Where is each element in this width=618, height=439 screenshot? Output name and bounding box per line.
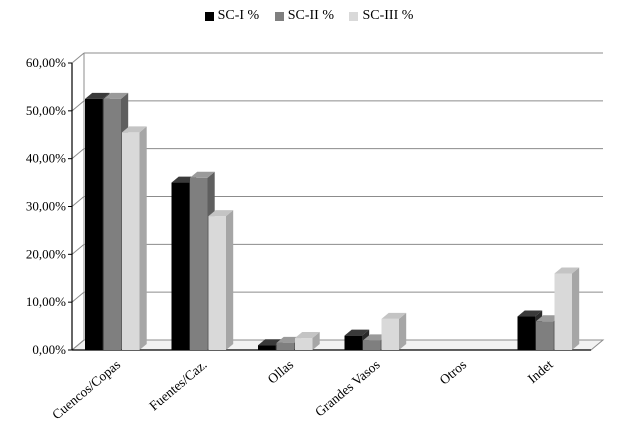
- chart-legend: SC-I % SC-II % SC-III %: [0, 8, 618, 26]
- bar-0-3: [344, 335, 362, 350]
- legend-swatch-sc-iii: [349, 11, 359, 21]
- y-tick-label: 40,00%: [26, 151, 66, 166]
- bar-1-1: [190, 177, 208, 350]
- bar-top-2-2: [295, 332, 320, 339]
- y-tick-label: 0,00%: [32, 342, 66, 357]
- bar-top-1-1: [190, 171, 215, 178]
- bar-0-1: [171, 182, 189, 350]
- bar-top-0-0: [85, 92, 110, 99]
- bar-top-2-3: [381, 312, 407, 319]
- x-tick-label: Otros: [437, 357, 470, 388]
- gridline-depth: [71, 196, 85, 207]
- legend-item-sc-ii: SC-II %: [274, 8, 334, 24]
- x-tick-label: Indet: [525, 357, 556, 386]
- y-tick-label: 60,00%: [26, 55, 66, 70]
- legend-swatch-sc-ii: [274, 11, 284, 21]
- legend-label-sc-ii: SC-II %: [287, 8, 334, 23]
- bar-side-2-1: [226, 210, 234, 350]
- legend-label-sc-i: SC-I %: [217, 8, 260, 23]
- bar-side-2-0: [139, 126, 147, 350]
- legend-item-sc-i: SC-I %: [204, 8, 260, 24]
- bar-top-2-0: [122, 126, 147, 133]
- y-tick-label: 30,00%: [26, 199, 66, 214]
- bar-2-1: [208, 216, 226, 350]
- bar-top-2-5: [554, 267, 580, 274]
- bar-top-2-1: [208, 210, 234, 217]
- x-tick-label: Grandes Vasos: [312, 357, 383, 420]
- bar-0-0: [85, 98, 103, 350]
- gridline-depth: [71, 100, 85, 112]
- x-tick-label: Fuentes/Caz.: [146, 357, 209, 414]
- bar-side-2-2: [312, 332, 320, 350]
- x-tick-label: Cuencos/Copas: [49, 357, 123, 422]
- bar-2-0: [122, 132, 140, 350]
- bar-top-0-3: [344, 329, 370, 336]
- y-tick-label: 20,00%: [26, 246, 66, 261]
- bar-side-2-3: [399, 312, 407, 350]
- y-tick-label: 50,00%: [26, 103, 66, 118]
- legend-swatch-sc-i: [204, 11, 214, 21]
- bar-1-3: [363, 340, 381, 350]
- bar-0-5: [517, 316, 535, 350]
- y-tick-label: 10,00%: [26, 294, 66, 309]
- gridline-depth: [71, 291, 85, 303]
- legend-label-sc-iii: SC-III %: [362, 8, 414, 23]
- bar-side-2-5: [572, 267, 580, 350]
- x-tick-label: Ollas: [265, 357, 296, 387]
- gridline-depth: [71, 339, 85, 351]
- bar-2-2: [295, 338, 313, 350]
- bar-top-0-5: [517, 310, 543, 317]
- gridline-depth: [71, 243, 85, 255]
- gridline-depth: [71, 52, 85, 64]
- gridline-depth: [71, 148, 85, 160]
- bar-0-2: [258, 345, 276, 350]
- bar-2-3: [381, 318, 399, 350]
- bar-1-0: [103, 98, 121, 350]
- legend-item-sc-iii: SC-III %: [349, 8, 413, 24]
- bar-1-2: [276, 342, 294, 350]
- bar-top-1-0: [103, 92, 129, 99]
- bar-2-5: [554, 273, 572, 350]
- bar-1-5: [536, 321, 554, 350]
